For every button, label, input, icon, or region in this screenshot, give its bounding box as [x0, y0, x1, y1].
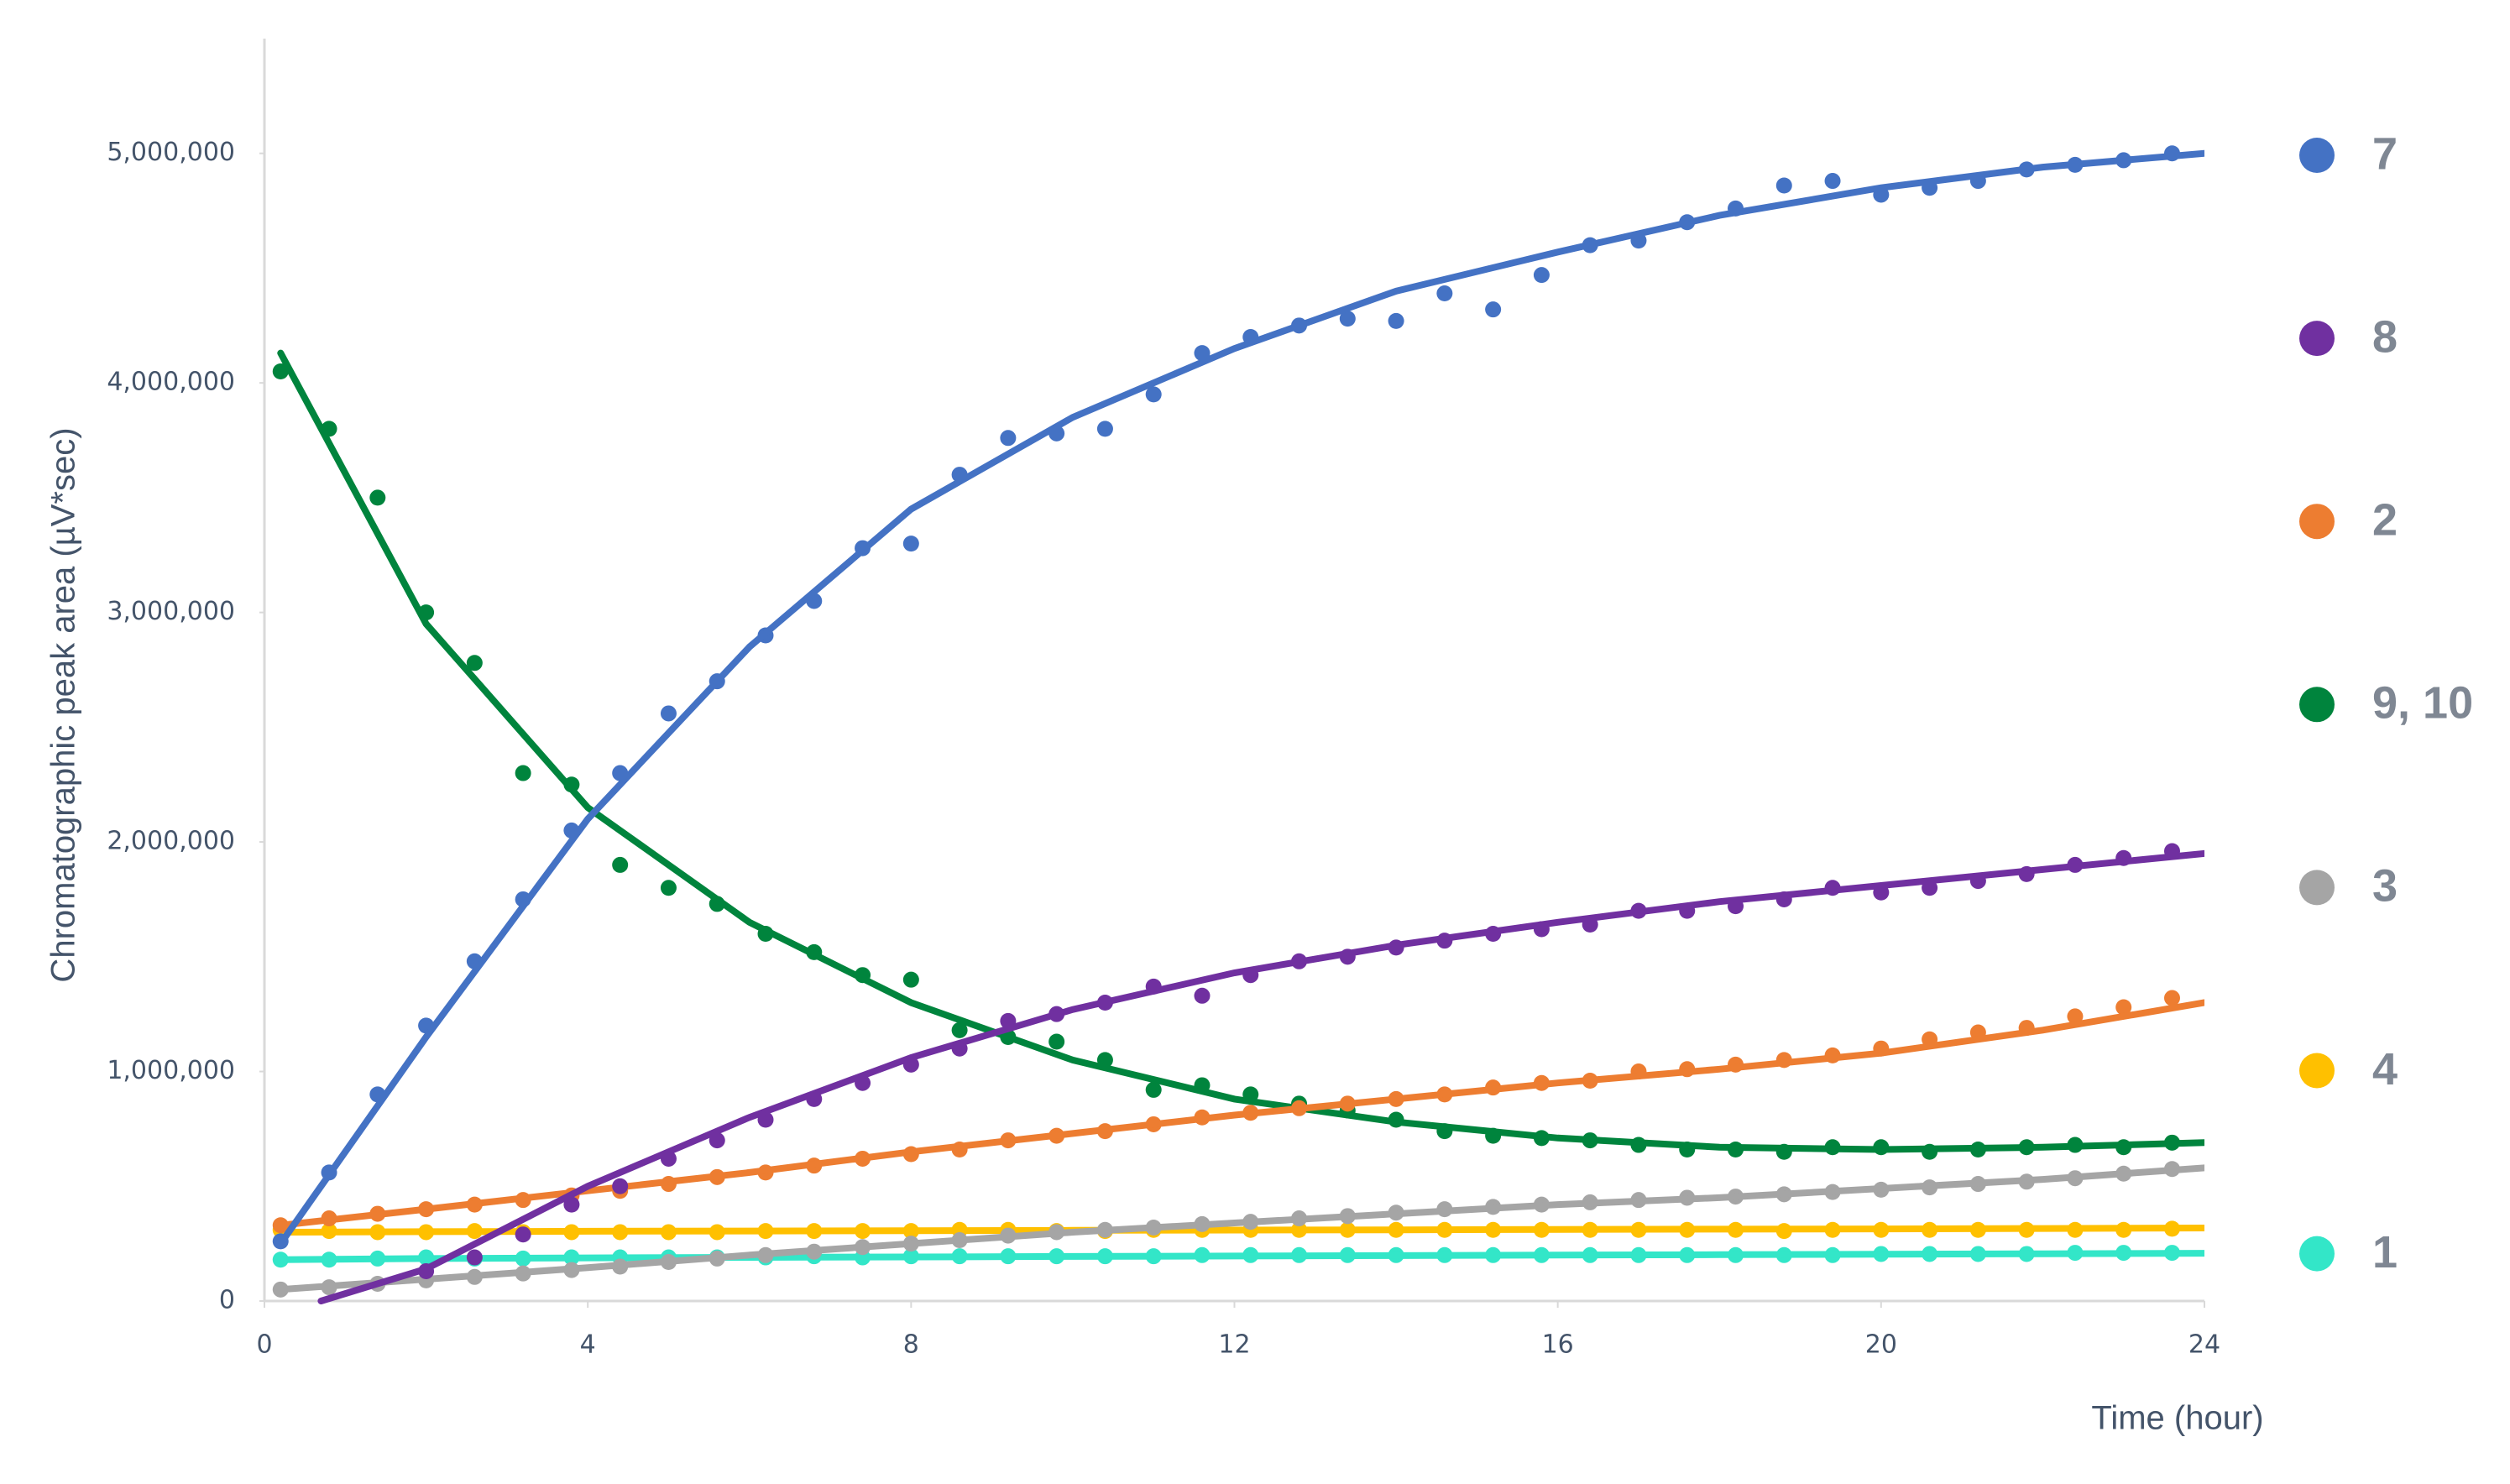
legend-label: 1 [2372, 1227, 2398, 1278]
trend-line [277, 1164, 2204, 1293]
legend-marker [2299, 138, 2335, 173]
data-point [1388, 312, 1404, 329]
x-tick-label: 16 [1542, 1330, 1574, 1360]
data-point [1436, 285, 1453, 302]
legend-marker [2299, 1236, 2335, 1272]
data-point [563, 1196, 580, 1213]
x-tick-label: 12 [1218, 1330, 1250, 1360]
legend-marker [2299, 504, 2335, 540]
legend-label: 4 [2372, 1044, 2398, 1095]
trend-line [277, 149, 2204, 1247]
legend-marker [2299, 1053, 2335, 1089]
data-point [612, 1178, 629, 1194]
data-point [2067, 1008, 2084, 1025]
trend-line [277, 999, 2204, 1229]
y-tick-label: 1,000,000 [107, 1056, 235, 1085]
data-point [515, 1226, 531, 1243]
x-tick-label: 4 [580, 1330, 596, 1360]
legend-label: 2 [2372, 494, 2398, 545]
data-point [466, 1249, 483, 1266]
data-point [1485, 301, 1502, 318]
legend-marker [2299, 687, 2335, 723]
trend-line [277, 1250, 2204, 1263]
y-tick-label: 3,000,000 [107, 597, 235, 626]
data-point [1145, 386, 1162, 403]
data-point [660, 880, 677, 896]
data-point [515, 765, 531, 781]
trend-line [277, 349, 2204, 1153]
data-point [1145, 1081, 1162, 1098]
data-point [369, 489, 386, 506]
data-point [466, 655, 483, 671]
data-point [1824, 173, 1841, 190]
data-point [2115, 999, 2132, 1016]
legend-marker [2299, 321, 2335, 357]
data-point [1533, 267, 1550, 284]
y-tick-label: 4,000,000 [107, 368, 235, 397]
data-point [902, 536, 919, 552]
x-tick-label: 20 [1865, 1330, 1897, 1360]
trend-line [317, 849, 2204, 1304]
y-tick-label: 0 [219, 1286, 235, 1315]
legend-label: 9, 10 [2372, 678, 2473, 729]
y-axis-title: Chromatographic peak area (µV*sec) [45, 427, 82, 982]
x-tick-label: 24 [2188, 1330, 2220, 1360]
data-point [1000, 430, 1017, 447]
data-point [1339, 311, 1356, 327]
legend-label: 8 [2372, 311, 2398, 362]
legend-label: 7 [2372, 128, 2398, 179]
data-point [1194, 987, 1211, 1004]
x-tick-label: 0 [256, 1330, 272, 1360]
data-point [612, 856, 629, 873]
x-axis-title: Time (hour) [2091, 1400, 2263, 1437]
data-point [1775, 177, 1792, 194]
y-tick-label: 2,000,000 [107, 827, 235, 856]
data-point [2163, 990, 2180, 1006]
legend-marker [2299, 870, 2335, 906]
legend-label: 3 [2372, 861, 2398, 912]
data-point [660, 705, 677, 722]
data-point [1048, 1033, 1065, 1050]
trend-line [277, 1225, 2204, 1236]
data-point [951, 1022, 968, 1038]
data-point [1096, 421, 1113, 437]
y-tick-label: 5,000,000 [107, 138, 235, 167]
data-point [902, 971, 919, 988]
x-tick-label: 8 [903, 1330, 919, 1360]
